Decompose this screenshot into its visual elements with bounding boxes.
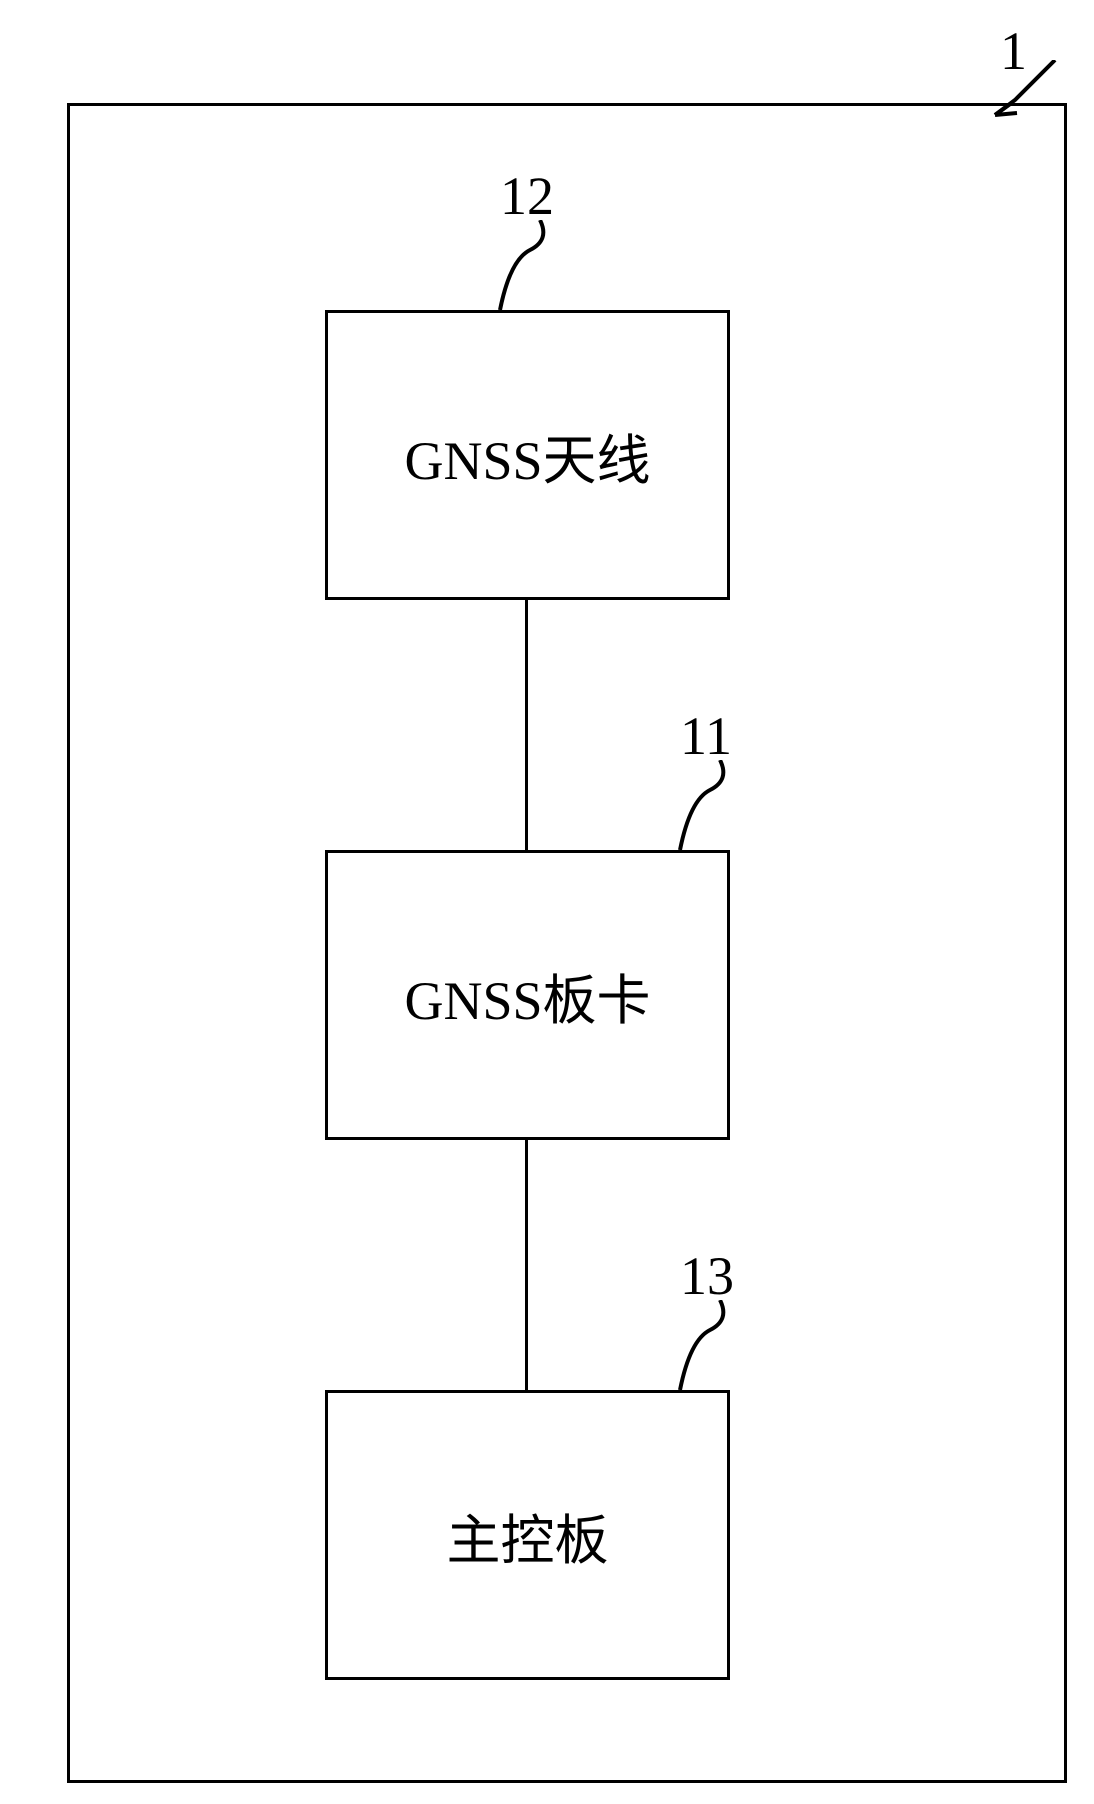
- gnss-card-label: GNSS板卡: [404, 956, 650, 1035]
- mainboard-callout-curve: [670, 1300, 740, 1395]
- diagram-canvas: 1 12 GNSS天线 11 GNSS板卡 13 主控板: [0, 0, 1094, 1804]
- card-callout-curve: [670, 760, 740, 855]
- mainboard-block: 主控板: [325, 1390, 730, 1680]
- gnss-card-block: GNSS板卡: [325, 850, 730, 1140]
- connector-antenna-card: [525, 600, 528, 850]
- connector-card-mainboard: [525, 1140, 528, 1390]
- gnss-antenna-block: GNSS天线: [325, 310, 730, 600]
- mainboard-label: 主控板: [447, 1496, 609, 1575]
- antenna-callout-curve: [490, 220, 560, 315]
- card-callout-label: 11: [680, 705, 732, 767]
- gnss-antenna-label: GNSS天线: [404, 416, 650, 495]
- mainboard-callout-label: 13: [680, 1245, 734, 1307]
- antenna-callout-label: 12: [500, 165, 554, 227]
